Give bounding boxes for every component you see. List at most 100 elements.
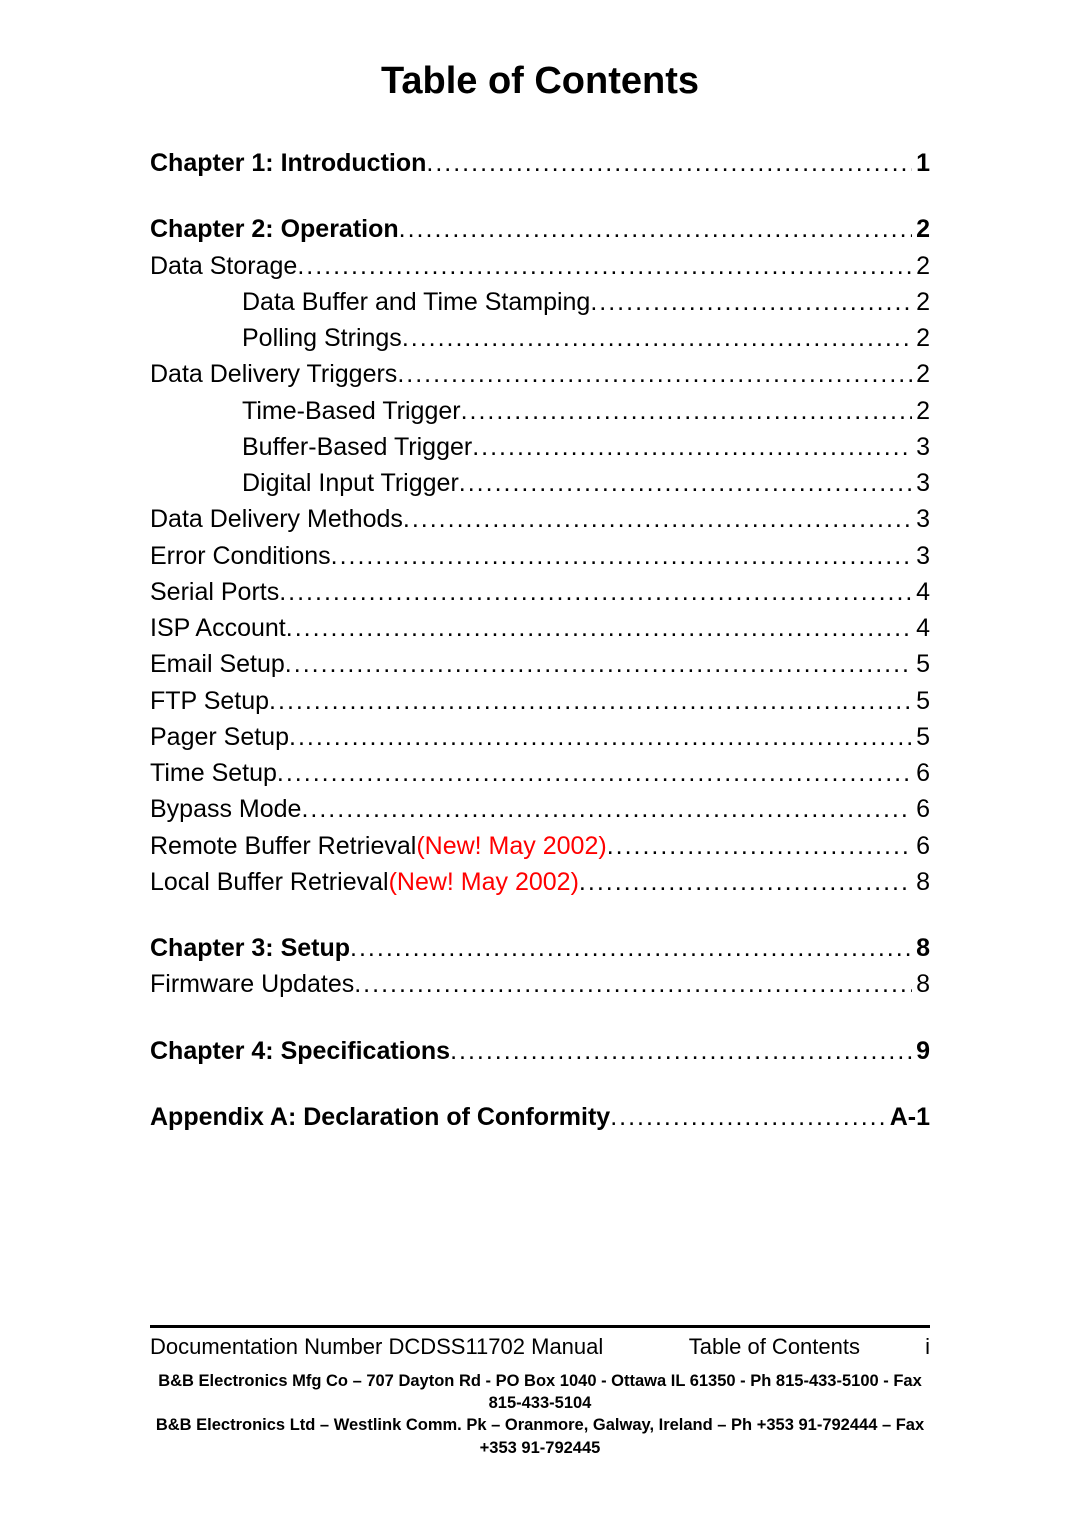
- toc-entry: Firmware Updates 8: [150, 966, 930, 1002]
- toc-entry: Data Delivery Triggers 2: [150, 356, 930, 392]
- dot-leader: [402, 320, 912, 356]
- new-badge: (New! May 2002): [389, 864, 579, 900]
- toc-entry-label: Firmware Updates: [150, 966, 354, 1002]
- dot-leader: [350, 930, 912, 966]
- toc-entry: Data Delivery Methods 3: [150, 501, 930, 537]
- toc-entry-label: Time-Based Trigger: [242, 393, 461, 429]
- toc-entry-page: 8: [912, 966, 930, 1002]
- toc-entry: FTP Setup 5: [150, 683, 930, 719]
- dot-leader: [579, 864, 912, 900]
- toc-entry-page: 6: [912, 791, 930, 827]
- toc-entry-label: Buffer-Based Trigger: [242, 429, 472, 465]
- toc-block: Chapter 1: Introduction 1: [150, 145, 930, 181]
- toc-entry-label: Polling Strings: [242, 320, 402, 356]
- dot-leader: [289, 719, 912, 755]
- toc-entry-label: Bypass Mode: [150, 791, 301, 827]
- toc-entry: Pager Setup 5: [150, 719, 930, 755]
- toc-entry: Data Buffer and Time Stamping 2: [150, 284, 930, 320]
- toc-entry: Appendix A: Declaration of Conformity A-…: [150, 1099, 930, 1135]
- toc-entry-label: Chapter 1: Introduction: [150, 145, 426, 181]
- toc-entry-label: FTP Setup: [150, 683, 269, 719]
- toc-entry-page: 3: [912, 465, 930, 501]
- toc-entry-page: 5: [912, 683, 930, 719]
- toc-entry-page: 5: [912, 646, 930, 682]
- toc-entry: Time Setup 6: [150, 755, 930, 791]
- dot-leader: [461, 393, 913, 429]
- dot-leader: [285, 646, 912, 682]
- toc-entry: Time-Based Trigger 2: [150, 393, 930, 429]
- toc-entry-page: 6: [912, 828, 930, 864]
- dot-leader: [397, 356, 912, 392]
- dot-leader: [610, 1099, 885, 1135]
- toc-entry-label: Time Setup: [150, 755, 277, 791]
- page-footer: Documentation Number DCDSS11702 Manual T…: [150, 1325, 930, 1459]
- toc-entry-label: Local Buffer Retrieval: [150, 864, 389, 900]
- footer-doc-number: Documentation Number DCDSS11702 Manual: [150, 1334, 649, 1360]
- toc-entry-page: 2: [912, 356, 930, 392]
- toc-entry: Chapter 1: Introduction 1: [150, 145, 930, 181]
- toc-entry-page: 3: [912, 429, 930, 465]
- toc-entry: Email Setup 5: [150, 646, 930, 682]
- dot-leader: [297, 248, 912, 284]
- toc-entry-label: ISP Account: [150, 610, 286, 646]
- dot-leader: [286, 610, 912, 646]
- footer-company-line-2: B&B Electronics Ltd – Westlink Comm. Pk …: [150, 1414, 930, 1459]
- dot-leader: [269, 683, 912, 719]
- toc-entry-page: 4: [912, 574, 930, 610]
- toc-entry: Local Buffer Retrieval (New! May 2002) 8: [150, 864, 930, 900]
- toc-entry-page: 2: [912, 211, 930, 247]
- dot-leader: [590, 284, 912, 320]
- footer-doc-row: Documentation Number DCDSS11702 Manual T…: [150, 1334, 930, 1360]
- page-title: Table of Contents: [150, 60, 930, 103]
- toc-entry: Data Storage 2: [150, 248, 930, 284]
- new-badge: (New! May 2002): [416, 828, 606, 864]
- dot-leader: [459, 465, 912, 501]
- toc-entry-page: 3: [912, 538, 930, 574]
- dot-leader: [399, 211, 912, 247]
- toc-entry-label: Remote Buffer Retrieval: [150, 828, 416, 864]
- toc-entry-label: Error Conditions: [150, 538, 331, 574]
- toc-entry-page: 2: [912, 284, 930, 320]
- toc-entry-label: Email Setup: [150, 646, 285, 682]
- toc-entry-label: Appendix A: Declaration of Conformity: [150, 1099, 610, 1135]
- toc-entry-page: 8: [912, 864, 930, 900]
- toc-entry: Remote Buffer Retrieval (New! May 2002) …: [150, 828, 930, 864]
- toc-entry: Bypass Mode 6: [150, 791, 930, 827]
- toc-entry-page: 9: [912, 1033, 930, 1069]
- toc-entry-page: 2: [912, 393, 930, 429]
- dot-leader: [403, 501, 912, 537]
- toc-entry-page: 4: [912, 610, 930, 646]
- toc-entry-page: 6: [912, 755, 930, 791]
- toc-entry: Chapter 2: Operation 2: [150, 211, 930, 247]
- toc-entry: Digital Input Trigger 3: [150, 465, 930, 501]
- toc-container: Chapter 1: Introduction 1 Chapter 2: Oper…: [150, 145, 930, 1135]
- toc-block: Chapter 3: Setup 8Firmware Updates 8: [150, 930, 930, 1003]
- toc-entry-page: 8: [912, 930, 930, 966]
- toc-entry: Polling Strings 2: [150, 320, 930, 356]
- toc-entry-page: 3: [912, 501, 930, 537]
- toc-entry-label: Serial Ports: [150, 574, 279, 610]
- toc-entry-label: Data Delivery Triggers: [150, 356, 397, 392]
- toc-block: Chapter 2: Operation 2Data Storage 2Data…: [150, 211, 930, 900]
- toc-entry-label: Pager Setup: [150, 719, 289, 755]
- dot-leader: [426, 145, 912, 181]
- toc-entry-page: 1: [912, 145, 930, 181]
- toc-entry-label: Data Storage: [150, 248, 297, 284]
- footer-page-number: i: [900, 1334, 930, 1360]
- dot-leader: [450, 1033, 912, 1069]
- toc-entry-page: 5: [912, 719, 930, 755]
- toc-entry: Error Conditions 3: [150, 538, 930, 574]
- toc-block: Appendix A: Declaration of Conformity A-…: [150, 1099, 930, 1135]
- dot-leader: [354, 966, 912, 1002]
- dot-leader: [331, 538, 912, 574]
- toc-block: Chapter 4: Specifications 9: [150, 1033, 930, 1069]
- footer-rule: [150, 1325, 930, 1328]
- toc-entry-label: Data Buffer and Time Stamping: [242, 284, 590, 320]
- dot-leader: [301, 791, 912, 827]
- page: Table of Contents Chapter 1: Introductio…: [0, 0, 1080, 1529]
- toc-entry-label: Chapter 4: Specifications: [150, 1033, 450, 1069]
- footer-section-name: Table of Contents: [649, 1334, 900, 1360]
- dot-leader: [472, 429, 912, 465]
- toc-entry-page: 2: [912, 320, 930, 356]
- toc-entry-label: Chapter 3: Setup: [150, 930, 350, 966]
